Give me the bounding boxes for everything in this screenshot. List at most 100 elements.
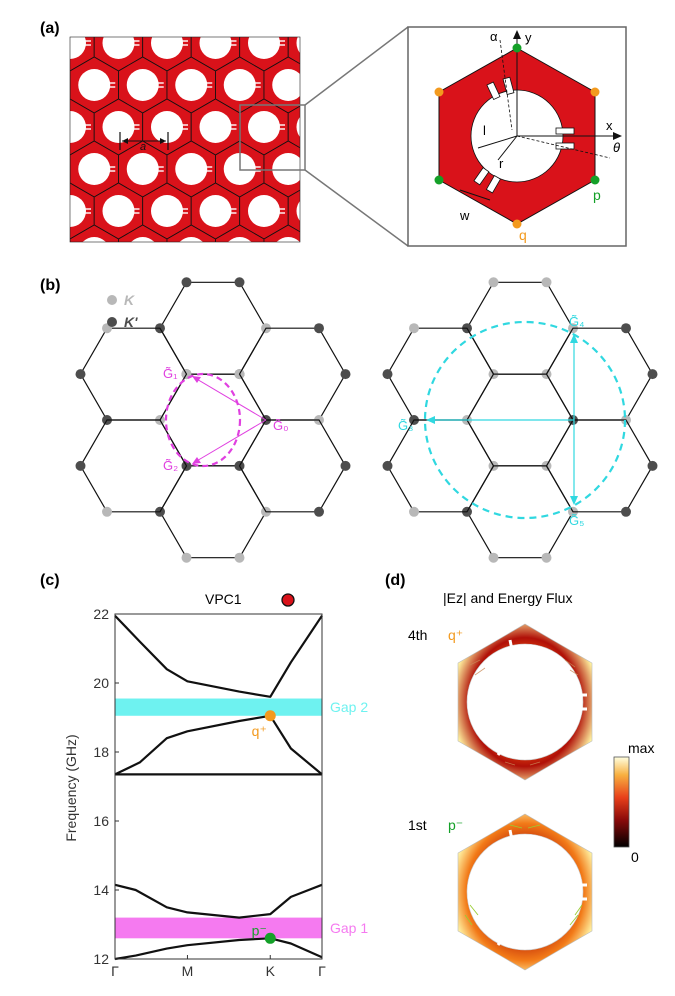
y-tick-label: 20 [93, 675, 109, 691]
reciprocal-lattice-right [382, 277, 658, 563]
gap-labels: Gap 2 Gap 1 [330, 699, 368, 936]
valley-point [340, 369, 351, 380]
lattice-hole [199, 195, 232, 227]
valley-point [102, 506, 112, 517]
reciprocal-lattice-left [75, 277, 351, 563]
zoom-line-bottom [304, 169, 409, 247]
state-q-label: q⁺ [448, 627, 463, 643]
g4-label: G̃₄ [569, 314, 584, 329]
band-4-label: 4th [408, 627, 427, 643]
lattice-hole [126, 69, 159, 101]
p-label: p [593, 187, 601, 203]
lattice-hole [70, 111, 86, 143]
lattice-cell [313, 0, 362, 29]
valley-point [75, 369, 86, 380]
slits-4th [488, 639, 587, 756]
unit-cell-zoom: α y x θ l r w p q [407, 26, 627, 247]
x-tick-label: K [266, 963, 276, 979]
y-tick-label: 18 [93, 744, 109, 760]
bz-hexagon [545, 419, 654, 513]
zoom-line-top [304, 26, 409, 106]
lattice-hole [6, 111, 38, 143]
lattice-cell [70, 238, 71, 242]
colorbar [613, 756, 630, 848]
lattice-hole [247, 37, 280, 59]
y-tick-label: 12 [93, 951, 109, 967]
x-tick-label: Γ [111, 963, 119, 979]
lattice-hole [127, 0, 159, 17]
eigenstate-dot [264, 710, 276, 722]
chart-title: VPC1 [205, 591, 242, 607]
zoom-frame [407, 26, 627, 247]
eigenstate-dot [264, 932, 276, 944]
g0-label: G̃₀ [273, 418, 289, 433]
corner-dot-orange-right [590, 87, 600, 97]
band-line [114, 714, 323, 776]
vectors-left: G̃₁ G̃₂ G̃₀ [163, 366, 289, 473]
lattice-hole [247, 111, 280, 143]
gap-band [115, 917, 322, 939]
band-1-label: 1st [408, 817, 427, 833]
legend-kprime-label: K' [124, 314, 138, 330]
lattice-hole [296, 37, 300, 53]
lattice-constant-label: a [140, 141, 146, 153]
lattice-hole [321, 69, 353, 101]
lattice-hole [247, 195, 280, 227]
lattice-hole [102, 195, 135, 227]
y-tick-label: 16 [93, 813, 109, 829]
valley-point [409, 506, 419, 517]
lattice-hole [78, 0, 110, 17]
lattice-hole [272, 153, 300, 185]
vpc-marker [281, 593, 295, 607]
valley-point [541, 277, 552, 288]
lattice-hole [276, 237, 300, 242]
bz-hexagon [386, 327, 495, 421]
w-label: w [459, 208, 470, 223]
lattice-hole [224, 0, 256, 17]
lattice-hole [70, 195, 86, 227]
lattice-hole [150, 37, 183, 59]
valley-point [181, 277, 192, 288]
lattice-hole [296, 201, 300, 221]
lattice-cell [313, 225, 362, 281]
valley-point [541, 552, 552, 563]
corner-dot-orange-bottom [512, 219, 522, 229]
lattice-hole [175, 69, 208, 101]
lattice-cell [0, 183, 46, 239]
lattice-hole [296, 117, 300, 137]
lattice-hole [131, 237, 155, 242]
lattice-hole [102, 111, 135, 143]
field-map-1st [457, 813, 593, 971]
eigenstate-label: q⁺ [252, 723, 267, 739]
band-line [114, 937, 323, 961]
valley-point [647, 369, 658, 380]
colorbar-max-label: max [628, 740, 654, 756]
valley-point [621, 323, 631, 334]
bz-hexagon [545, 327, 654, 421]
panel-label-a: (a) [40, 20, 60, 37]
x-axis-label: x [606, 118, 613, 133]
l-label: l [483, 123, 486, 138]
panel-label-b: (b) [40, 277, 60, 294]
lattice-hole [175, 153, 208, 185]
valley-point [234, 552, 245, 563]
panel-label-c: (c) [40, 572, 60, 589]
r-label: r [499, 156, 504, 171]
lattice-hole [321, 153, 353, 185]
gap-label: Gap 1 [330, 920, 368, 936]
g5-label: G̃₅ [569, 513, 584, 528]
valley-point [488, 277, 499, 288]
y-ticks: 22 20 18 16 14 12 [93, 606, 119, 967]
valley-point [647, 460, 658, 471]
lattice-hole [78, 69, 111, 101]
corner-dot-orange-left [434, 87, 444, 97]
lattice-hole [175, 0, 207, 17]
bz-hexagon [159, 281, 267, 375]
hexagonal-lattice [0, 0, 362, 281]
lattice-cell [313, 141, 362, 197]
bz-hexagon [159, 465, 267, 559]
valley-point [621, 506, 631, 517]
lattice-hole [272, 69, 300, 101]
lattice-cell [313, 57, 362, 113]
